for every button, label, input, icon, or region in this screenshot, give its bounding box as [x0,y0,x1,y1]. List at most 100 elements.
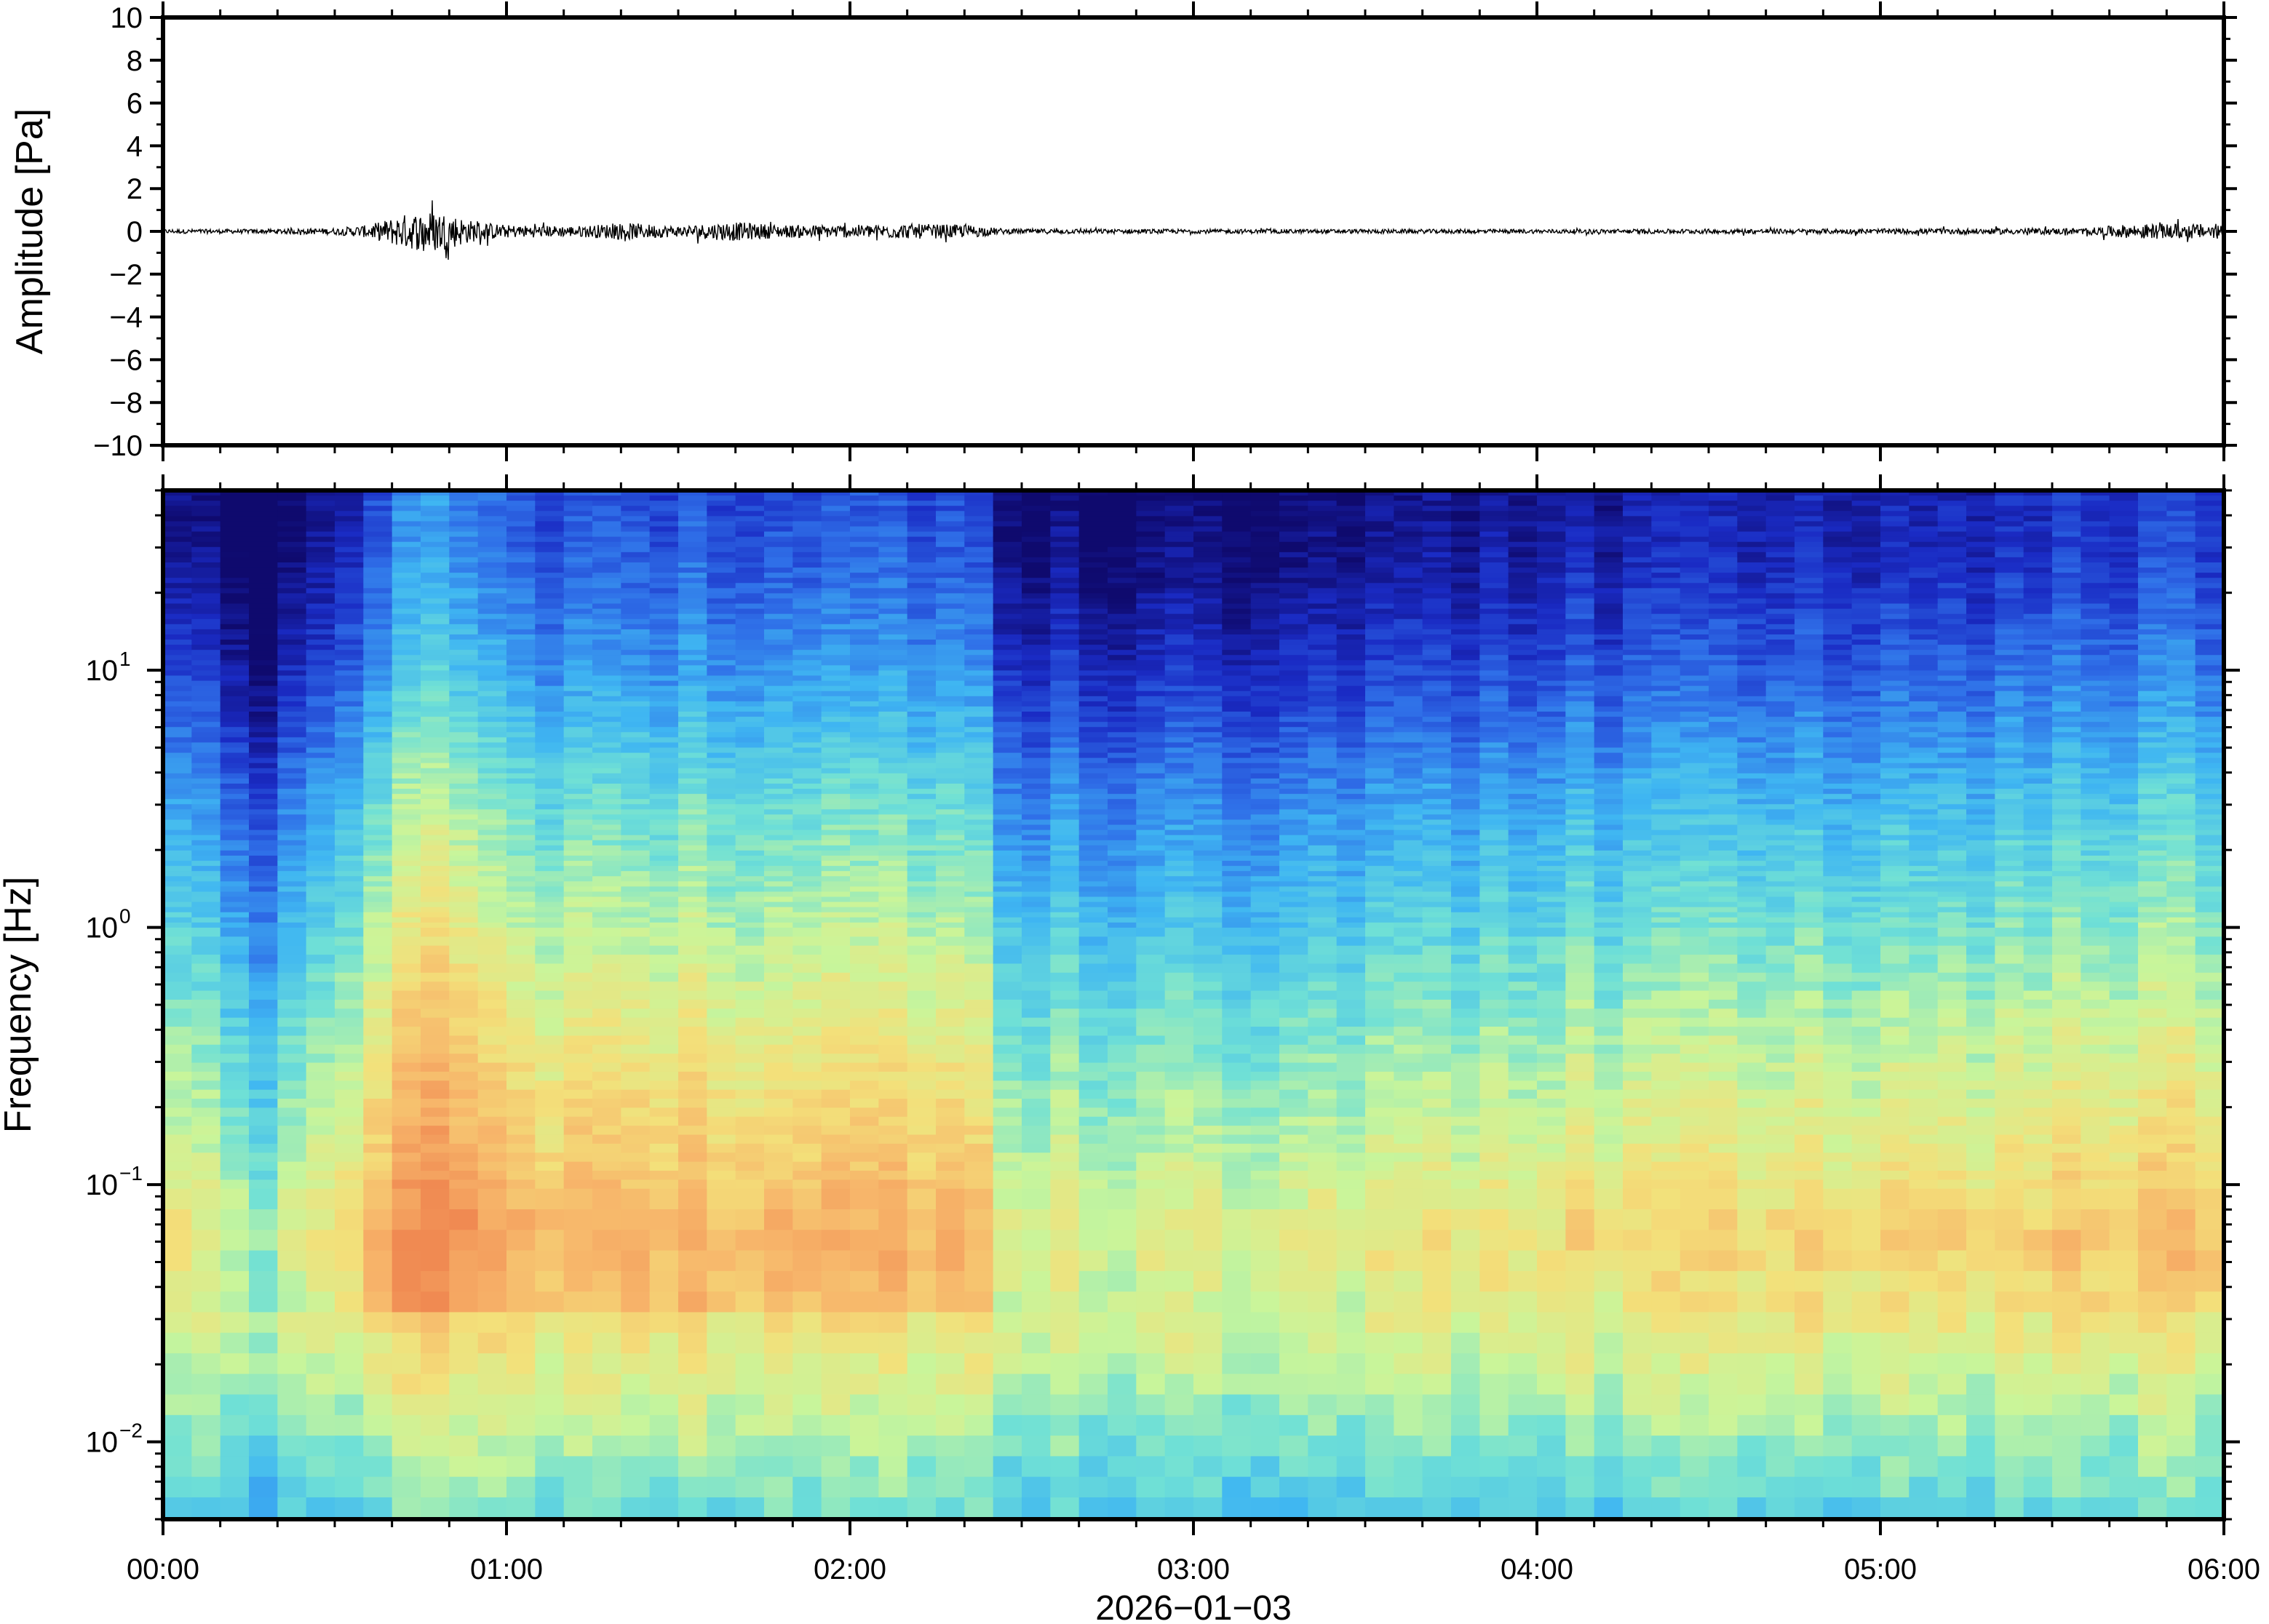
spectrogram-cell [220,511,250,517]
spectrogram-cell [191,634,221,640]
spectrogram-cell [936,701,965,707]
spectrogram-cell [1108,645,1137,650]
spectrogram-cell [735,763,765,769]
spectrogram-cell [678,727,707,733]
spectrogram-cell [993,814,1022,821]
spectrogram-cell [535,1171,565,1180]
spectrogram-cell [535,603,565,610]
spectrogram-cell [277,501,307,506]
spectrogram-cell [277,511,307,517]
spectrogram-cell [907,881,937,887]
spectrogram-cell [363,1089,393,1099]
spectrogram-cell [621,516,651,522]
spectrogram-cell [1078,722,1108,728]
spectrogram-cell [506,531,536,538]
spectrogram-cell [163,526,192,533]
spectrogram-cell [477,778,507,784]
spectrogram-cell [1108,963,1137,974]
spectrogram-cell [735,608,765,615]
spectrogram-cell [306,768,335,774]
spectrogram-cell [220,763,250,769]
spectrogram-cell [1050,495,1080,501]
spectrogram-cell [1078,608,1108,615]
spectrogram-cell [335,593,364,600]
spectrogram-cell [1022,573,1051,578]
spectrogram-cell [735,840,765,846]
spectrogram-cell [649,917,679,923]
spectrogram-cell [220,927,250,937]
spectrogram-cell [1136,655,1166,661]
spectrogram-cell [1022,945,1051,955]
spectrogram-cell [449,1107,479,1118]
spectrogram-cell [335,1291,364,1313]
spectrogram-cell [1136,1099,1166,1108]
spectrogram-cell [535,624,565,630]
spectrogram-cell [1164,1209,1194,1230]
spectrogram-cell [421,717,450,723]
spectrogram-cell [163,685,192,692]
spectrogram-cell [964,722,994,728]
spectrogram-cell [363,573,393,578]
spectrogram-cell [735,778,765,784]
spectrogram-cell [707,1374,736,1396]
spectrogram-cell [1136,891,1166,898]
spectrogram-cell [821,963,851,974]
spectrogram-cell [764,963,793,974]
spectrogram-cell [277,1312,307,1334]
spectrogram-cell [1050,675,1080,682]
spectrogram-cell [792,763,822,769]
spectrogram-cell [993,1008,1022,1019]
spectrogram-cell [392,945,421,955]
spectrogram-cell [1050,1089,1080,1099]
spectrogram-cell [936,521,965,528]
spectrogram-cell [821,511,851,517]
spectrogram-cell [249,768,278,774]
spectrogram-cell [1164,1179,1194,1190]
spectrogram-cell [335,789,364,795]
spectrogram-cell [735,670,765,677]
spectrogram-cell [220,568,250,573]
spectrogram-cell [678,1270,707,1292]
spectrogram-cell [792,1099,822,1108]
spectrogram-cell [1193,912,1223,918]
spectrogram-cell [993,1209,1022,1230]
spectrogram-cell [792,598,822,605]
spectrogram-cell [1022,1497,1051,1518]
spectrogram-cell [1193,690,1223,697]
spectrogram-cell [249,1126,278,1136]
spectrogram-cell [563,1126,593,1136]
spectrogram-cell [220,490,250,496]
spectrogram-cell [506,1071,536,1081]
spectrogram-cell [1022,712,1051,717]
spectrogram-cell [1193,665,1223,672]
spectrogram-cell [506,936,536,947]
spectrogram-cell [1108,495,1137,501]
spectrogram-cell [592,945,621,955]
spectrogram-cell [993,917,1022,923]
spectrogram-cell [678,804,707,810]
spectrogram-cell [191,891,221,898]
spectrogram-cell [506,1107,536,1118]
spectrogram-cell [306,531,335,538]
spectrogram-cell [592,634,621,640]
spectrogram-cell [506,990,536,1000]
spectrogram-cell [678,1062,707,1072]
spectrogram-cell [764,516,793,522]
spectrogram-cell [477,881,507,887]
spectrogram-cell [306,824,335,831]
spectrogram-cell [1108,680,1137,687]
spectrogram-cell [993,629,1022,635]
spectrogram-cell [449,922,479,928]
spectrogram-cell [764,1099,793,1108]
spectrogram-cell [1050,608,1080,615]
spectrogram-cell [850,907,879,913]
spectrogram-cell [850,891,879,898]
spectrogram-cell [1050,732,1080,738]
spectrogram-cell [821,886,851,893]
spectrogram-cell [277,778,307,784]
spectrogram-cell [363,1107,393,1118]
spectrogram-cell [249,881,278,887]
spectrogram-cell [1022,552,1051,558]
spectrogram-cell [363,1291,393,1313]
spectrogram-cell [477,1134,507,1145]
